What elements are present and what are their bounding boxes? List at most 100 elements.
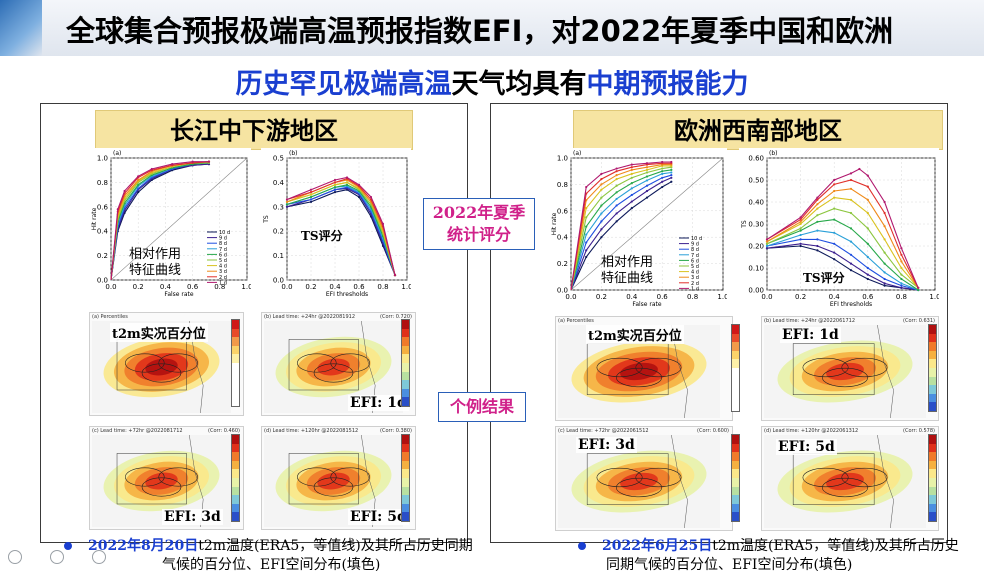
series-point [799,220,802,223]
series-point [333,183,337,186]
series-point [333,178,337,182]
legend-label: 7 d [691,253,699,259]
colorbar-step [732,385,739,394]
series-point [615,174,618,177]
map-corr: (Corr: 0.720) [380,314,412,320]
map-coastline [877,325,894,418]
y-tick-label: 0.6 [97,203,109,211]
map-label: t2m实况百分位 [586,325,684,344]
colorbar-step [402,337,409,346]
series-point [585,249,588,252]
map-header: (c) Lead time: +72hr @2022081712 [92,428,183,434]
map-isotherm [297,467,337,487]
colorbar-step [732,367,739,377]
series-point [600,196,603,199]
series-line-7d [570,171,672,291]
x-axis-label: EFI thresholds [326,291,368,298]
series-line-4d [570,165,672,291]
map-isotherm [158,353,198,373]
series-point [309,195,313,199]
colorbar-step [929,385,936,394]
series-point [309,188,313,191]
series-point [816,238,819,241]
colorbar-step [402,320,409,329]
roc-chart-yangtze: 0.0 0.2 0.4 0.6 0.8 1.0 0.0 0.2 0.4 0.6 0.8 1.0 Fals… [89,148,251,298]
series-point [615,184,618,187]
series-point [670,180,673,183]
colorbar-step [732,503,739,513]
map-corr: (Corr: 0.631) [903,318,935,324]
series-line-2d [110,161,209,281]
x-tick-label: 0.4 [829,293,841,301]
legend-label: 4 d [219,264,227,270]
roc-annotation-line2: 特征曲线 [129,263,181,278]
series-point [670,171,673,174]
caption-yangtze: 2022年8月20日t2m温度(ERA5，等值线)及其所占历史同期 气候的百分位… [64,537,474,571]
series-point [381,222,385,225]
caption-europe-line2: 同期气候的百分位、EFI空间分布(填色) [606,557,853,571]
series-point [585,216,588,219]
series-point [866,277,869,281]
legend-label: 6 d [219,252,227,258]
caption-europe: 2022年6月25日t2m温度(ERA5，等值线)及其所占历史 同期气候的百分位… [578,537,974,571]
colorbar-step [402,380,409,389]
series-point [645,168,649,171]
series-point [917,288,920,292]
map-isotherm [841,467,888,488]
colorbar-step [402,443,409,453]
map-field [764,325,926,418]
stats-label-line2: 统计评分 [446,225,511,244]
y-tick-label: 0.20 [748,243,764,251]
map-europe-efi-3d: (c) Lead time: +72hr @2022061512 (Corr: 0… [555,426,733,531]
x-axis-label: False rate [632,301,661,308]
reference-diagonal [110,157,248,281]
legend-label: 8 d [691,247,699,253]
ts-chart-yangtze: 0.0 0.2 0.4 0.6 0.8 1.0 0.0 0.1 0.2 0.3 0.4 0.5 EFI … [261,148,411,298]
series-point [849,198,853,201]
series-point [630,172,633,175]
series-line-9d [570,177,672,291]
series-point [661,176,664,179]
x-axis-label: EFI thresholds [830,301,872,308]
caption-yangtze-date: 2022年8月20日 [88,538,199,554]
x-tick-label: 0.6 [862,293,874,301]
colorbar-step [402,452,409,461]
series-point [849,262,853,265]
colorbar-step [732,486,739,496]
reference-diagonal [570,157,724,291]
map-corr: (Corr: 0.460) [208,428,240,434]
legend-label: 9 d [691,242,699,248]
map-field [764,435,926,528]
series-point [600,236,603,239]
colorbar-step [232,337,239,346]
series-point [615,220,618,223]
series-point [833,231,836,234]
series-point [799,216,802,219]
roc-chart-yangtze-svg: 0.0 0.2 0.4 0.6 0.8 1.0 0.0 0.2 0.4 0.6 0.8 1.0 Fals… [91,150,251,298]
series-line-6d [110,162,209,281]
series-point [900,277,903,281]
colorbar-step [232,477,239,487]
legend-label: 10 d [219,230,230,236]
map-label: EFI: 1d [780,327,841,343]
series-point [866,198,869,201]
colorbar-step [402,345,409,355]
series-point [883,262,886,265]
x-tick-label: 0.4 [160,283,172,291]
series-point [799,242,802,245]
series-line-1d [286,176,396,276]
x-tick-label: 0.0 [281,283,292,291]
y-tick-label: 0.2 [557,260,568,268]
series-point [883,211,886,215]
x-tick-label: 0.0 [565,293,576,301]
colorbar-yangtze-efi-5d [401,434,410,522]
series-point [309,198,313,201]
colorbar-step [732,512,739,521]
series-point [816,244,819,248]
series-point [765,242,769,245]
series-point [137,191,140,194]
map-yangtze-percentile: (a) Percentiles t2m实况百分位 [89,312,244,416]
series-line-1d [110,161,209,281]
y-axis-label: TS [741,220,748,229]
series-point [116,208,119,211]
